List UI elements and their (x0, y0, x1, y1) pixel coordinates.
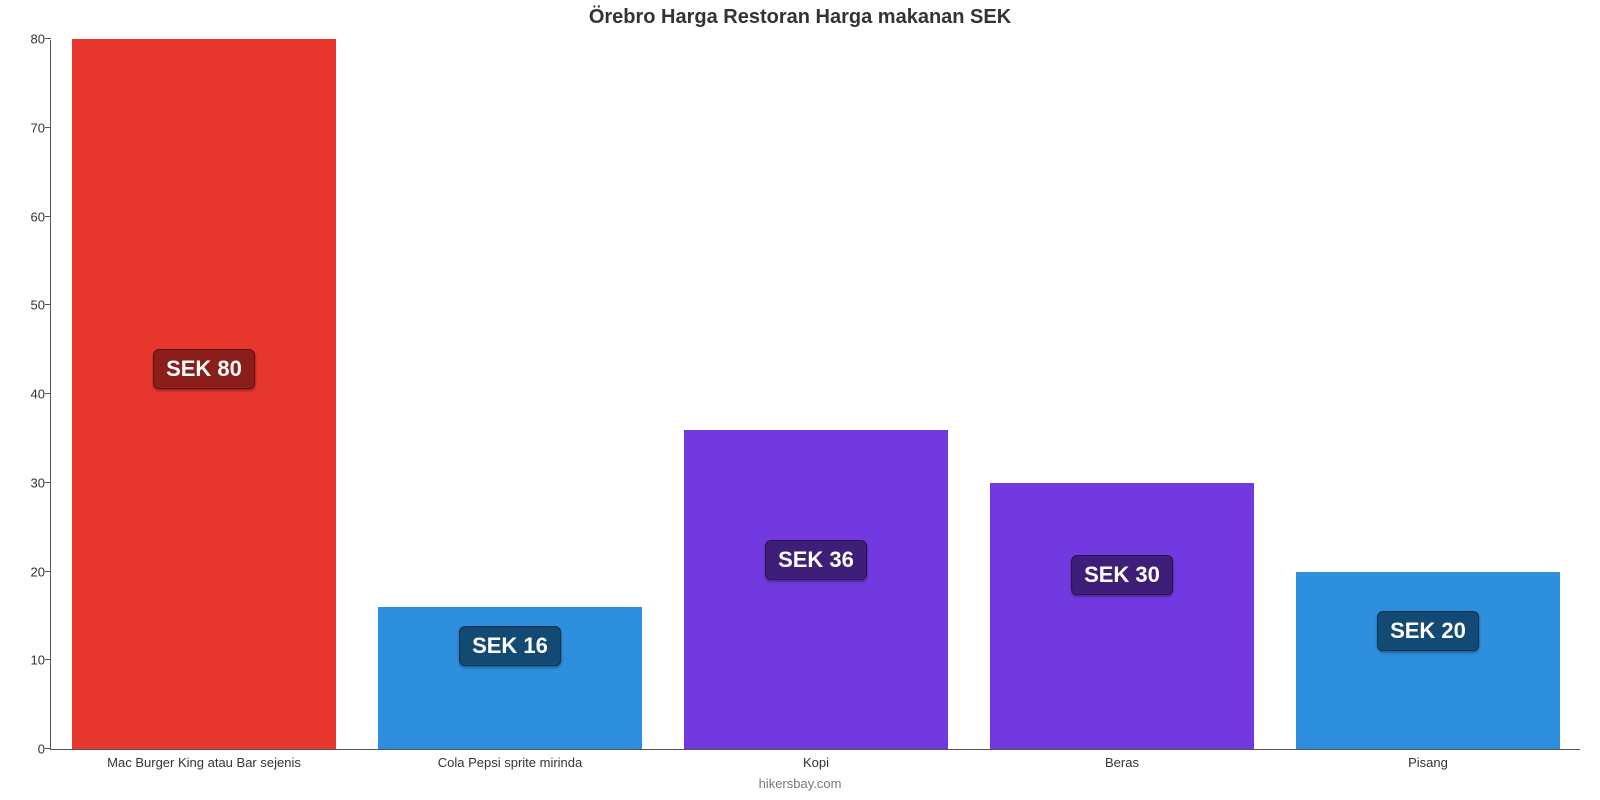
chart-container: Örebro Harga Restoran Harga makanan SEK … (0, 0, 1600, 800)
x-axis-category-label: Kopi (803, 749, 829, 770)
x-axis-category-label: Beras (1105, 749, 1139, 770)
bar (990, 483, 1253, 749)
y-axis-tick-label: 20 (11, 564, 45, 579)
x-axis-category-label: Mac Burger King atau Bar sejenis (107, 749, 301, 770)
y-axis-tick-label: 50 (11, 298, 45, 313)
y-axis-tick-label: 40 (11, 387, 45, 402)
bar-value-badge: SEK 30 (1071, 555, 1173, 595)
y-axis-tick-mark (45, 482, 51, 483)
chart-title: Örebro Harga Restoran Harga makanan SEK (0, 6, 1600, 29)
plot-area: 01020304050607080Mac Burger King atau Ba… (50, 40, 1580, 750)
bar (1296, 572, 1559, 750)
bar (72, 39, 335, 749)
y-axis-tick-label: 10 (11, 653, 45, 668)
y-axis-tick-mark (45, 748, 51, 749)
bar-value-badge: SEK 36 (765, 540, 867, 580)
y-axis-tick-label: 30 (11, 475, 45, 490)
y-axis-tick-mark (45, 304, 51, 305)
y-axis-tick-label: 80 (11, 32, 45, 47)
y-axis-tick-mark (45, 393, 51, 394)
x-axis-category-label: Pisang (1408, 749, 1448, 770)
y-axis-tick-mark (45, 216, 51, 217)
y-axis-tick-mark (45, 659, 51, 660)
bar-value-badge: SEK 16 (459, 626, 561, 666)
x-axis-category-label: Cola Pepsi sprite mirinda (438, 749, 583, 770)
y-axis-tick-mark (45, 571, 51, 572)
bar-value-badge: SEK 80 (153, 349, 255, 389)
bar-value-badge: SEK 20 (1377, 611, 1479, 651)
y-axis-tick-mark (45, 38, 51, 39)
bar (684, 430, 947, 750)
y-axis-tick-label: 0 (11, 742, 45, 757)
y-axis-tick-mark (45, 127, 51, 128)
y-axis-tick-label: 60 (11, 209, 45, 224)
y-axis-tick-label: 70 (11, 120, 45, 135)
attribution-text: hikersbay.com (0, 776, 1600, 791)
